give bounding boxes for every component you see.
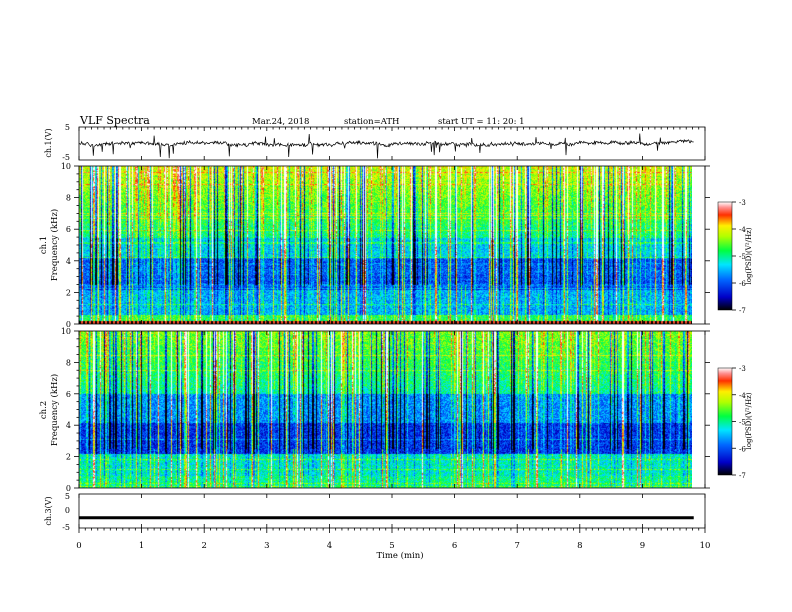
time-tick-label: 2 <box>201 541 206 551</box>
colorbar-tick-label: -6 <box>739 445 746 453</box>
ch1-colorbar-ticks: -3 -4 -5 -6 -7 <box>732 199 746 315</box>
ch1-ytick-top: 5 <box>65 123 70 132</box>
ch3-ytick-bottom: -5 <box>62 523 70 532</box>
time-tick-label: 3 <box>264 541 269 551</box>
time-tick-label: 5 <box>389 541 394 551</box>
frequency-tick-label: 2 <box>66 453 71 462</box>
ch1-waveform-panel: 5 -5 ch.1(V) <box>44 123 706 162</box>
frequency-tick-label: 6 <box>66 390 71 399</box>
colorbar-tick-label: -7 <box>739 307 746 315</box>
ch3-waveform-ylabel: ch.3(V) <box>44 496 53 525</box>
frequency-tick-label: 8 <box>66 194 71 203</box>
colorbar-tick-label: -7 <box>739 472 746 480</box>
ch1-ytick-bottom: -5 <box>62 153 70 162</box>
time-axis-label: Time (min) <box>376 550 423 561</box>
ch1-waveform-ylabel: ch.1(V) <box>44 128 53 157</box>
time-tick-label: 8 <box>577 541 582 551</box>
time-tick-label: 9 <box>640 541 645 551</box>
colorbar-tick-label: -3 <box>739 365 746 373</box>
start-time-label: start UT = 11: 20: 1 <box>438 117 525 127</box>
colorbar-tick-label: -4 <box>739 392 746 400</box>
ch1-spectrogram-image <box>79 166 692 324</box>
ch3-ytick-mid: 0 <box>65 506 70 515</box>
ch2-colorbar-label: log(PSD)(V²/Hz) <box>745 392 753 449</box>
ch2-spectrogram-image <box>79 331 692 488</box>
frequency-tick-label: 6 <box>66 225 71 234</box>
ch3-ytick-top: 5 <box>65 492 70 501</box>
figure-title: VLF Spectra <box>79 114 150 127</box>
ch2-colorbar <box>717 367 733 476</box>
ch2-frequency-ylabel-channel: ch.2 <box>39 401 49 419</box>
frequency-tick-label: 0 <box>66 484 71 493</box>
ch3-waveform-panel: 5 0 -5 ch.3(V) <box>44 492 706 532</box>
ch2-frequency-axis: 0 2 4 6 8 10 <box>61 327 710 493</box>
colorbar-tick-label: -5 <box>739 419 746 427</box>
ch1-colorbar <box>717 201 733 311</box>
frequency-tick-label: 8 <box>66 358 71 367</box>
date-label: Mar.24, 2018 <box>252 117 309 127</box>
colorbar-tick-label: -5 <box>739 253 746 261</box>
ch1-frequency-axis: 0 2 4 6 8 10 <box>61 162 710 329</box>
colorbar-tick-label: -6 <box>739 280 746 288</box>
ch1-frequency-ylabel-channel: ch.1 <box>39 236 49 254</box>
ch2-colorbar-ticks: -3 -4 -5 -6 -7 <box>732 365 746 480</box>
ch3-waveform-frame <box>78 493 706 529</box>
station-label: station=ATH <box>344 117 399 127</box>
ch1-colorbar-label: log(PSD)(V²/Hz) <box>745 227 753 284</box>
ch1-waveform-trace <box>78 133 694 159</box>
colorbar-tick-label: -3 <box>739 199 746 207</box>
frequency-tick-label: 4 <box>66 421 71 430</box>
time-tick-label: 4 <box>327 541 332 551</box>
time-axis: 0 1 2 3 4 5 6 7 8 9 10 <box>76 127 710 551</box>
frequency-tick-label: 10 <box>61 162 71 171</box>
ch1-frequency-ylabel: Frequency (kHz) <box>49 209 60 281</box>
frequency-tick-label: 4 <box>66 257 71 266</box>
colorbar-tick-label: -4 <box>739 226 746 234</box>
frequency-tick-label: 0 <box>66 320 71 329</box>
frequency-tick-label: 10 <box>61 327 71 336</box>
time-tick-label: 1 <box>139 541 144 551</box>
time-tick-label: 10 <box>700 541 711 551</box>
time-tick-label: 7 <box>514 541 519 551</box>
time-tick-label: 0 <box>76 541 81 551</box>
time-tick-label: 6 <box>452 541 457 551</box>
frequency-tick-label: 2 <box>66 288 71 297</box>
ch2-frequency-ylabel: Frequency (kHz) <box>49 374 60 446</box>
